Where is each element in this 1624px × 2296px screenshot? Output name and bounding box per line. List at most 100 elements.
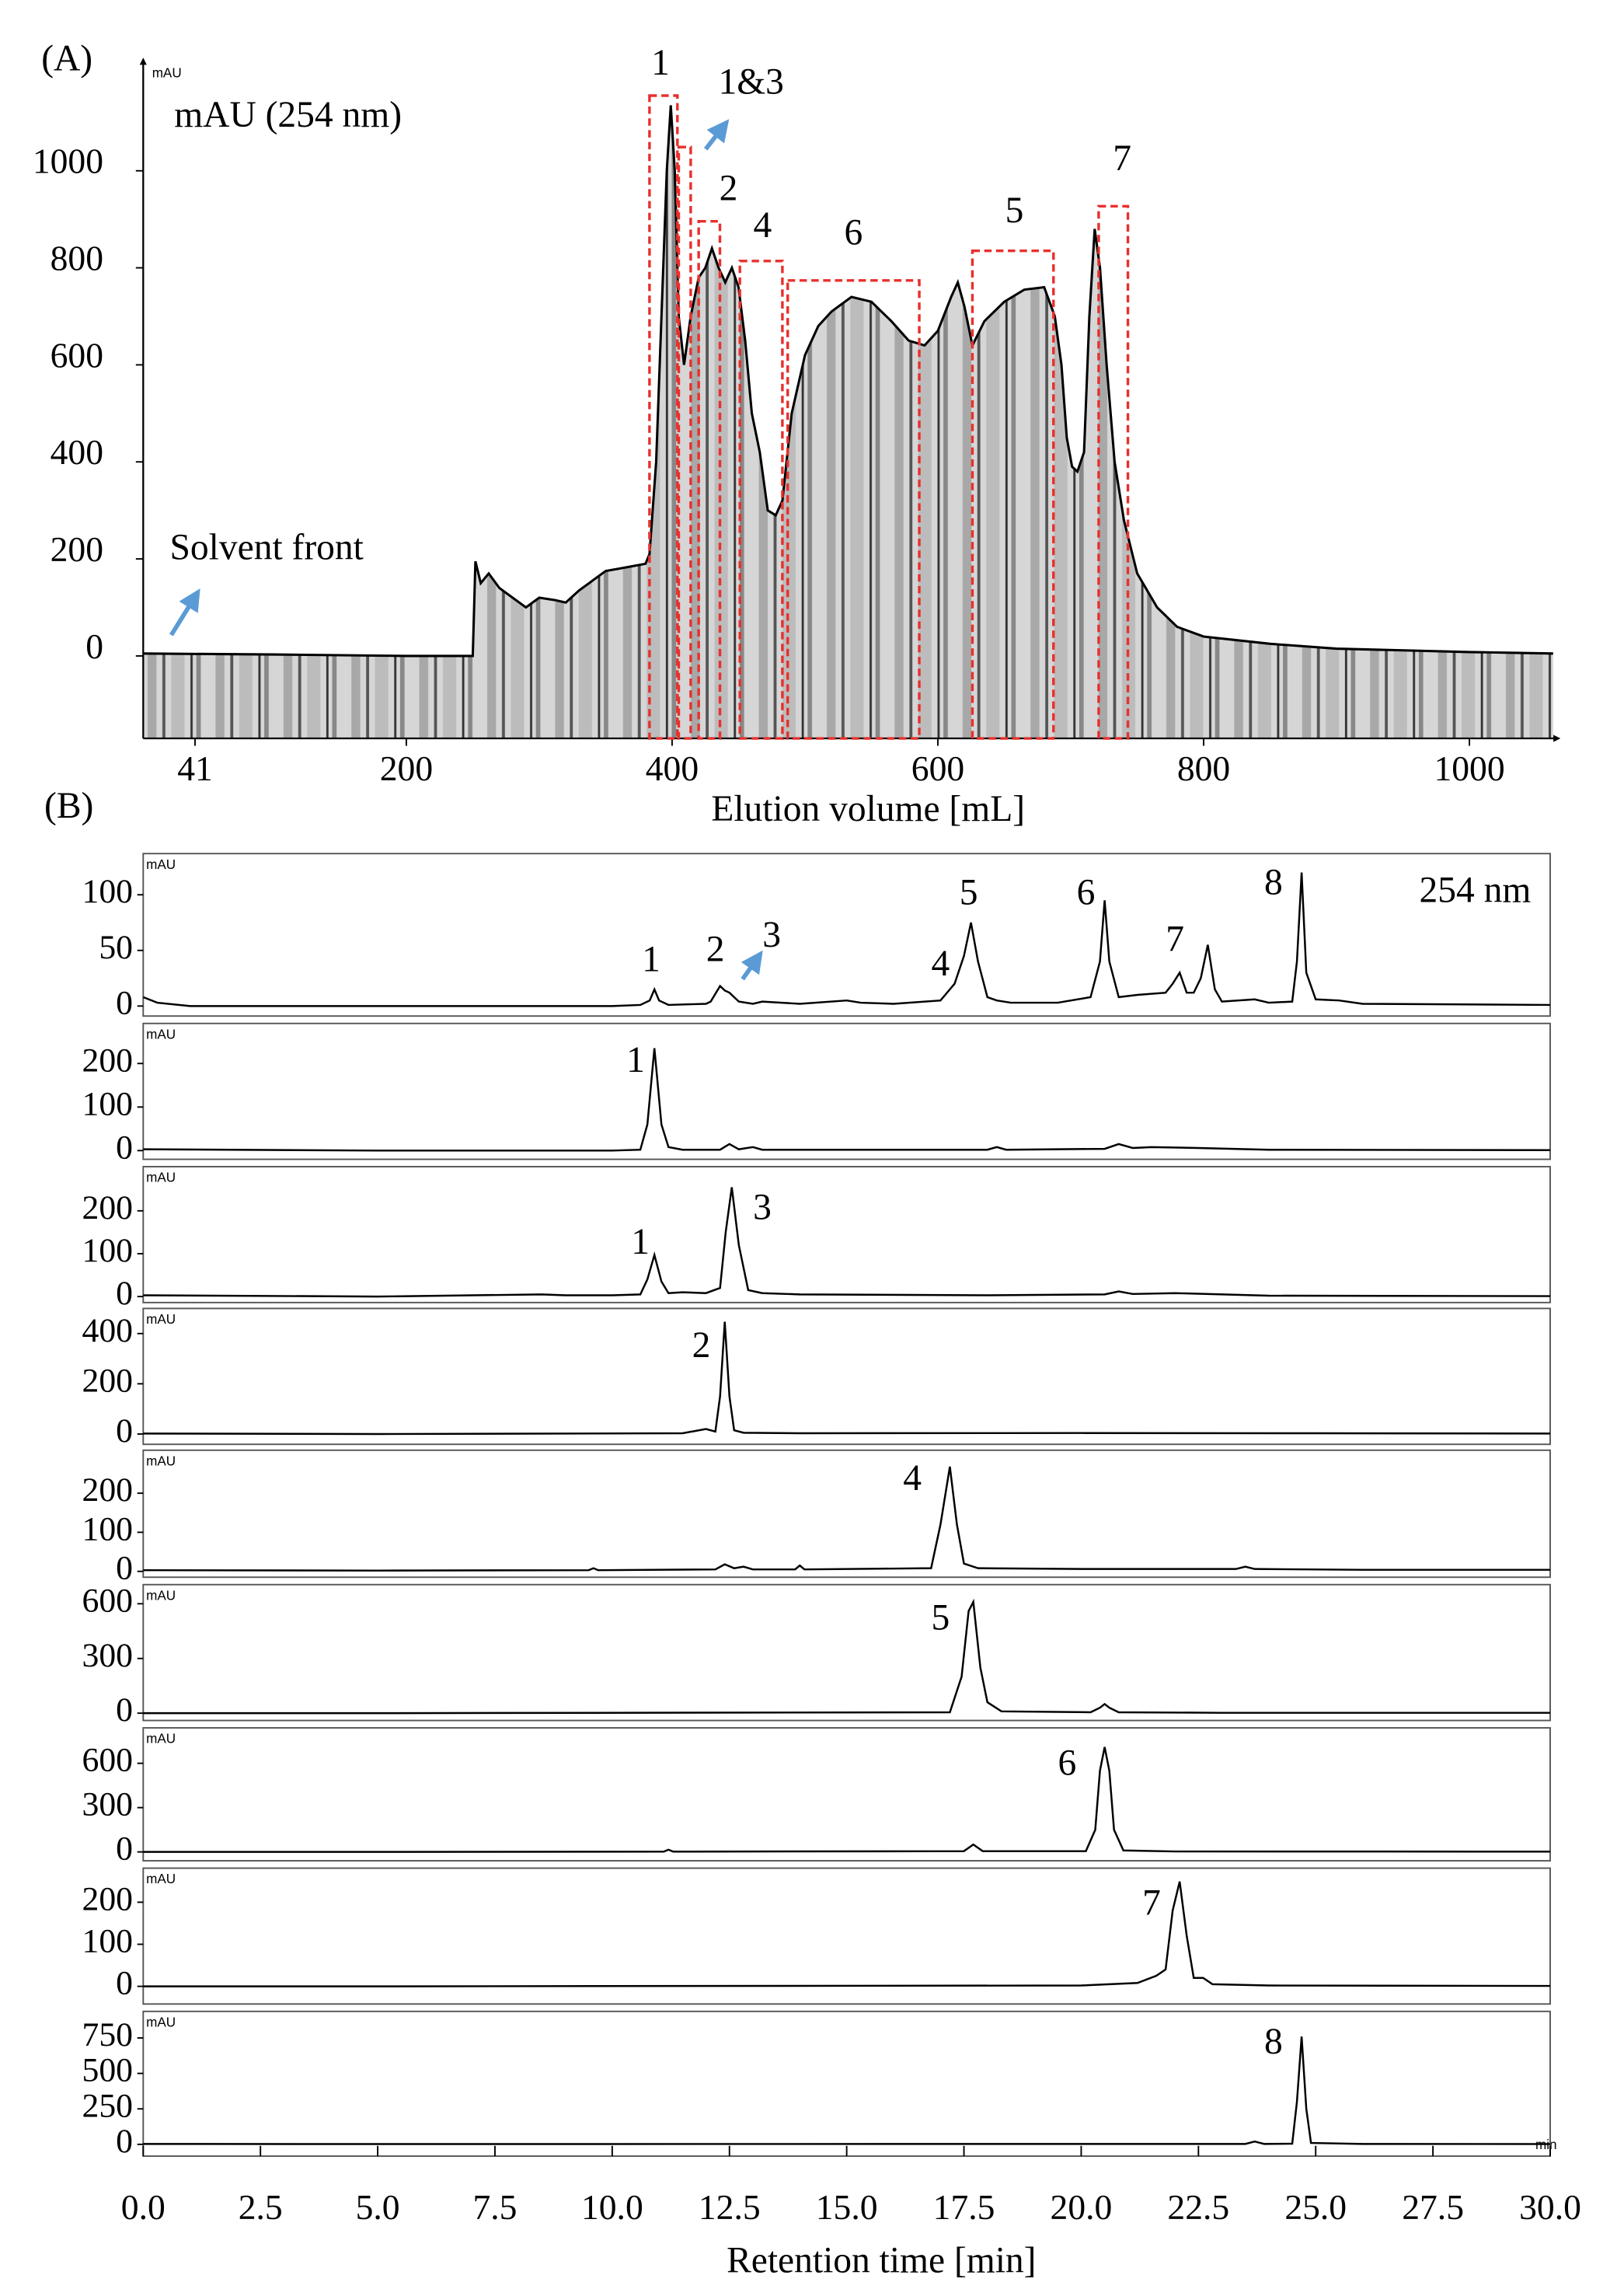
x-tick-label: 41	[177, 748, 213, 788]
solvent-front-arrow	[169, 588, 200, 637]
chromatogram-line	[143, 1881, 1551, 1987]
y-tick-label: 200	[82, 1189, 133, 1227]
peak-label: 8	[1264, 2022, 1283, 2062]
y-tick-label: 1000	[33, 141, 103, 181]
x-tick-label: 17.5	[933, 2187, 995, 2227]
fraction-label: 1&3	[718, 61, 783, 102]
x-unit: min	[1535, 2137, 1557, 2152]
y-unit: mAU	[146, 1588, 176, 1603]
x-tick-label: 20.0	[1051, 2187, 1113, 2227]
y-tick-label: 0	[116, 1412, 133, 1450]
y-tick-label: 0	[116, 1830, 133, 1868]
chromatogram-line	[143, 105, 1553, 658]
panel-frame	[142, 1307, 1551, 1446]
x-tick-label: 10.0	[581, 2187, 643, 2227]
fraction-box	[1097, 204, 1130, 740]
fraction-box	[786, 279, 921, 740]
chromatogram-line	[143, 1466, 1550, 1572]
x-tick-label: 7.5	[472, 2187, 517, 2227]
fraction-label: 7	[1113, 138, 1131, 179]
y-tick-label: 800	[51, 238, 103, 277]
fraction-box	[648, 94, 679, 740]
peak-label: 2	[706, 930, 725, 970]
panel-frame	[142, 1727, 1551, 1862]
chromatogram-line	[143, 1321, 1551, 1436]
y-tick-label: 300	[82, 1637, 133, 1674]
x-axis-label: Retention time [min]	[727, 2241, 1036, 2281]
y-unit: mAU	[146, 857, 176, 872]
peak-label: 1	[631, 1222, 650, 1262]
x-tick-label: 400	[646, 748, 699, 788]
x-tick-label: 200	[380, 748, 433, 788]
x-tick-label: 2.5	[239, 2187, 283, 2227]
y-tick-label: 200	[82, 1362, 133, 1399]
y-tick-label: 250	[82, 2087, 133, 2124]
peak-label: 7	[1166, 919, 1184, 960]
y-tick-label: 200	[82, 1880, 133, 1917]
y-tick-label: 100	[82, 1232, 133, 1269]
y-tick-label: 0	[116, 984, 133, 1021]
y-unit: mAU	[146, 1027, 176, 1042]
y-tick-label: 400	[82, 1312, 133, 1349]
panel-label: (B)	[44, 786, 93, 826]
y-tick-label: 50	[99, 929, 133, 966]
y-tick-label: 500	[82, 2052, 133, 2089]
peak-label: 7	[1142, 1883, 1161, 1924]
y-tick-label: 400	[51, 432, 103, 472]
y-axis-label: mAU (254 nm)	[174, 95, 402, 135]
panel-frame	[142, 2010, 1551, 2157]
x-axis-label: Elution volume [mL]	[711, 789, 1025, 829]
x-tick-label: 22.5	[1167, 2187, 1229, 2227]
panel-frame	[142, 1449, 1551, 1579]
x-tick-label: 30.0	[1519, 2187, 1581, 2227]
y-tick-label: 100	[82, 1923, 133, 1960]
x-tick-label: 12.5	[699, 2187, 761, 2227]
y-unit: mAU	[146, 1171, 176, 1185]
peak-label: 1	[642, 939, 660, 979]
peak-label: 8	[1264, 863, 1283, 903]
fraction-box	[677, 145, 692, 740]
panel-label: (A)	[41, 39, 92, 79]
fraction-label: 6	[845, 213, 863, 253]
y-tick-label: 0	[116, 1550, 133, 1587]
y-tick-label: 600	[82, 1742, 133, 1779]
y-tick-label: 100	[82, 873, 133, 910]
peak-label: 254 nm	[1420, 871, 1532, 911]
peak-label: 1	[626, 1040, 645, 1080]
chromatogram-line	[143, 2036, 1551, 2145]
x-tick-label: 1000	[1434, 748, 1504, 788]
panel-frame	[142, 1867, 1551, 2005]
y-tick-label: 300	[82, 1786, 133, 1823]
y-tick-label: 600	[82, 1582, 133, 1619]
peak-label: 2	[692, 1325, 711, 1366]
y-tick-label: 200	[82, 1042, 133, 1079]
fraction-label: 5	[1005, 190, 1024, 231]
annotation-arrow	[703, 119, 730, 151]
x-tick-label: 800	[1177, 748, 1230, 788]
fraction-label: 4	[754, 205, 772, 246]
y-tick-label: 0	[116, 1691, 133, 1729]
y-unit: mAU	[146, 1732, 176, 1746]
y-unit: mAU	[146, 1872, 176, 1886]
y-tick-label: 600	[51, 335, 103, 375]
annotation-arrow	[741, 950, 763, 981]
fraction-box	[697, 219, 722, 740]
chromatogram-line	[143, 1746, 1551, 1853]
y-unit: mAU	[146, 2015, 176, 2030]
y-tick-label: 0	[116, 2123, 133, 2160]
peak-label: 3	[762, 915, 781, 955]
peak-label: 3	[753, 1188, 772, 1228]
panel-frame	[142, 1022, 1551, 1160]
peak-label: 6	[1077, 873, 1096, 913]
y-tick-label: 100	[82, 1510, 133, 1548]
panel-frame	[142, 853, 1551, 1017]
y-tick-label: 0	[116, 1965, 133, 2002]
y-tick-label: 200	[82, 1471, 133, 1509]
peak-label: 5	[931, 1598, 950, 1638]
chromatogram-line	[143, 1598, 1550, 1715]
fraction-label: 1	[651, 43, 670, 83]
x-tick-label: 5.0	[356, 2187, 400, 2227]
panel-frame	[142, 1166, 1551, 1303]
x-tick-label: 25.0	[1284, 2187, 1347, 2227]
